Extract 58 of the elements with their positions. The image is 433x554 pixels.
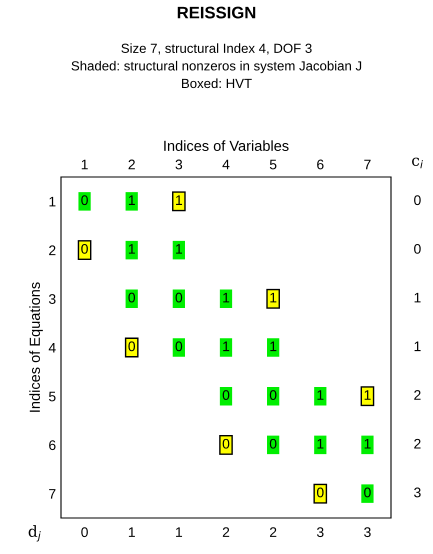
data-label: 1 <box>128 244 135 254</box>
y2-tick-label: 3 <box>414 488 421 498</box>
data-label: 1 <box>223 292 230 302</box>
data-label: 0 <box>176 341 182 352</box>
x-tick-label: 6 <box>317 160 324 170</box>
y-tick-label: 5 <box>48 392 56 402</box>
x-tick-label: 5 <box>270 160 276 170</box>
text: 0 <box>81 527 88 538</box>
x-axis-title: Indices of Variables <box>164 140 289 151</box>
data-label: 1 <box>176 195 182 205</box>
y-tick-label: 6 <box>49 440 56 450</box>
data-label: 1 <box>317 438 324 449</box>
y2-tick-label: 2 <box>414 390 421 400</box>
y2-tick-label: 2 <box>414 438 421 449</box>
data-label: 0 <box>364 488 371 498</box>
x-tick-label: 3 <box>176 160 182 170</box>
x-tick-label: 7 <box>364 160 371 170</box>
data-label: 0 <box>176 292 182 303</box>
x-tick-label: 4 <box>222 160 230 170</box>
data-label: 0 <box>270 390 276 400</box>
text: c$_{i}$ <box>412 158 423 168</box>
y-axis-title: Indices of Equations <box>29 282 43 412</box>
y2-tick-label: 0 <box>414 244 421 254</box>
data-label: 0 <box>128 292 136 303</box>
data-label: 0 <box>316 488 324 498</box>
text: 1 <box>176 527 182 537</box>
data-label: 0 <box>222 390 230 400</box>
x-tick-label: 1 <box>82 160 88 170</box>
data-label: 0 <box>270 438 276 449</box>
data-label: 0 <box>222 438 230 449</box>
chart-subtitle: Size 7, structural Index 4, DOF 3 Shaded: structural nonzeros in system Jacobian J Boxed: HVT <box>72 43 362 88</box>
y-tick-label: 4 <box>48 342 56 353</box>
y-tick-label: 3 <box>48 294 56 304</box>
data-label: 0 <box>128 341 136 352</box>
y2-tick-label: 1 <box>414 342 421 352</box>
y-tick-label: 1 <box>49 196 56 206</box>
x-tick-label: 2 <box>128 160 135 170</box>
data-label: 1 <box>223 342 230 352</box>
data-label: 1 <box>270 342 276 352</box>
text: 3 <box>364 527 371 538</box>
data-label: 1 <box>128 195 135 205</box>
text: 1 <box>128 527 135 537</box>
data-label: 1 <box>364 438 371 449</box>
data-label: 1 <box>317 390 324 400</box>
data-label: 1 <box>270 292 276 302</box>
data-label: 1 <box>364 390 371 400</box>
y-tick-label: 7 <box>49 489 56 499</box>
chart-title: REISSIGN <box>178 6 256 18</box>
y2-tick-label: 0 <box>414 195 421 206</box>
y-tick-label: 2 <box>49 245 56 256</box>
data-label: 0 <box>81 195 88 206</box>
text: 3 <box>316 527 324 538</box>
text: 2 <box>222 527 230 537</box>
text: 2 <box>270 527 276 537</box>
data-label: 1 <box>176 244 182 254</box>
data-label: 0 <box>81 244 88 254</box>
y2-tick-label: 1 <box>414 292 421 302</box>
text: d$_{j}$ <box>28 525 41 542</box>
